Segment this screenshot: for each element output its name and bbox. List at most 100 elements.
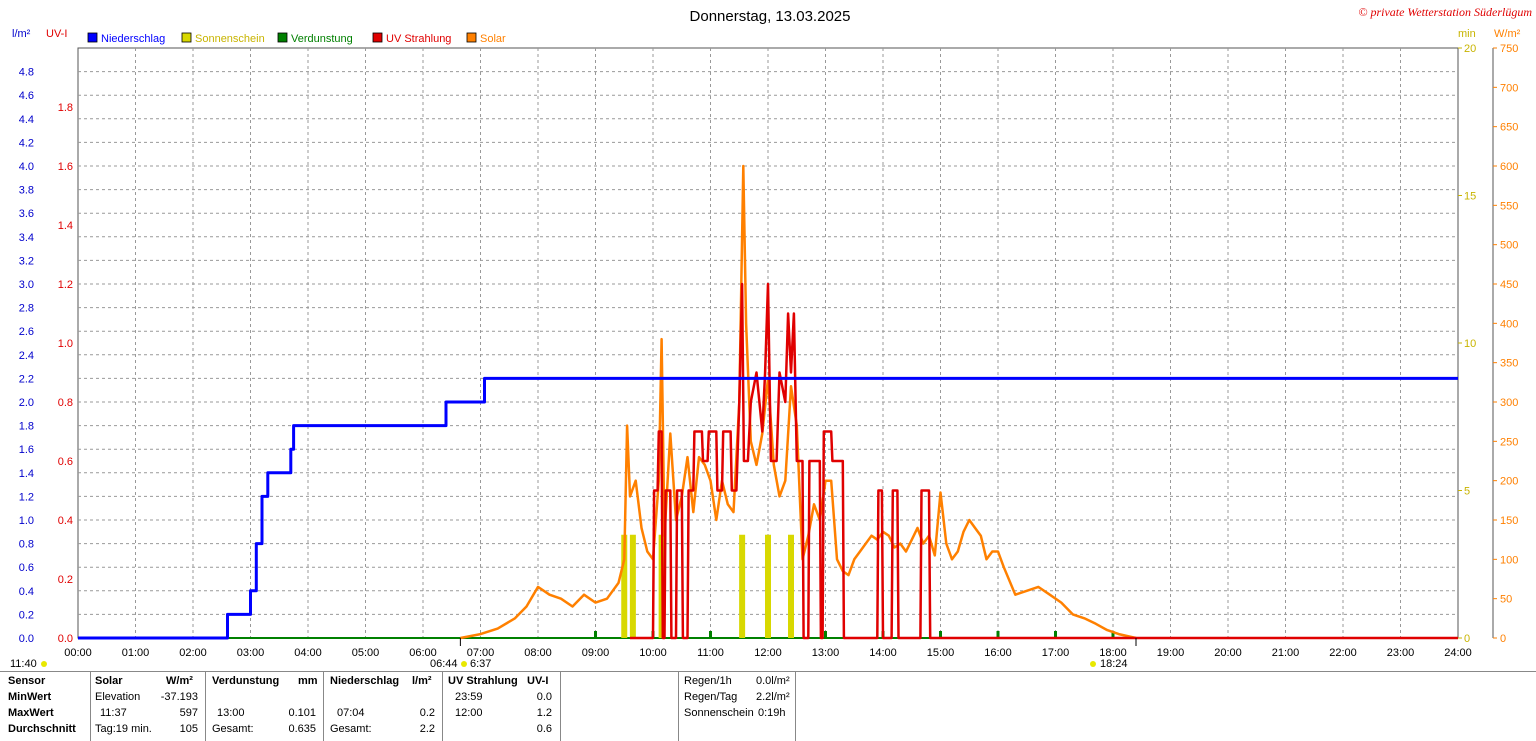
y-tick-solar: 250 bbox=[1500, 436, 1518, 448]
x-tick-label: 01:00 bbox=[122, 647, 150, 659]
y-tick-solar: 150 bbox=[1500, 515, 1518, 527]
axes-layer: 00:00 01:00 02:00 03:00 04:00 05:00 06:00 07:00… bbox=[19, 43, 1519, 659]
solar-avg-label: Tag:19 min. bbox=[95, 723, 152, 735]
y-tick-niederschlag: 0.6 bbox=[19, 562, 34, 574]
regen-1h-label: Regen/1h bbox=[684, 675, 732, 687]
y-tick-min: 5 bbox=[1464, 486, 1470, 498]
y-tick-solar: 350 bbox=[1500, 358, 1518, 370]
x-tick-label: 04:00 bbox=[294, 647, 322, 659]
y-tick-niederschlag: 3.8 bbox=[19, 185, 34, 197]
y-tick-solar: 300 bbox=[1500, 397, 1518, 409]
y-tick-min: 0 bbox=[1464, 633, 1470, 645]
verdunstung-mark bbox=[709, 631, 712, 638]
verdunstung-mark bbox=[824, 631, 827, 638]
y-tick-niederschlag: 2.0 bbox=[19, 397, 34, 409]
niederschlag-max-value: 0.2 bbox=[419, 707, 435, 719]
y-tick-min: 10 bbox=[1464, 338, 1476, 350]
legend-swatch bbox=[277, 32, 288, 43]
y-tick-niederschlag: 1.2 bbox=[19, 491, 34, 503]
y-tick-uv: 0.0 bbox=[58, 633, 73, 645]
sonnenschein-value: 0:19h bbox=[758, 707, 786, 719]
x-tick-label: 11:00 bbox=[697, 647, 724, 659]
legend-swatch bbox=[466, 32, 477, 43]
x-tick-label: 22:00 bbox=[1329, 647, 1357, 659]
verdunstung-max-time: 13:00 bbox=[217, 707, 245, 719]
y-tick-min: 15 bbox=[1464, 191, 1476, 203]
y-tick-uv: 0.4 bbox=[58, 515, 73, 527]
y-tick-solar: 550 bbox=[1500, 200, 1518, 212]
y-tick-uv: 0.8 bbox=[58, 397, 73, 409]
sonnenschein-bar bbox=[621, 534, 628, 638]
x-tick-label: 12:00 bbox=[754, 647, 782, 659]
legend-label: Sonnenschein bbox=[195, 33, 265, 45]
y-tick-min: 20 bbox=[1464, 43, 1476, 55]
x-tick-label: 05:00 bbox=[352, 647, 380, 659]
verdunstung-mark bbox=[996, 631, 1000, 638]
legend: Niederschlag Sonnenschein Verdunstung UV St… bbox=[87, 32, 506, 45]
verdunstung-avg-label: Gesamt: bbox=[212, 723, 254, 735]
verdunstung-mark bbox=[1054, 631, 1057, 638]
x-tick-label: 07:00 bbox=[467, 647, 495, 659]
y-tick-niederschlag: 0.0 bbox=[19, 633, 34, 645]
y-tick-niederschlag: 2.8 bbox=[19, 303, 34, 315]
solar-min-value: -37.193 bbox=[160, 691, 198, 703]
y-tick-solar: 700 bbox=[1500, 82, 1518, 94]
solar-min-label: Elevation bbox=[95, 691, 141, 703]
solar-avg-value: 105 bbox=[179, 723, 198, 735]
uv-max-time: 12:00 bbox=[455, 707, 483, 719]
niederschlag-header: Niederschlag bbox=[330, 675, 400, 687]
x-tick-label: 18:00 bbox=[1099, 647, 1127, 659]
series-layer bbox=[78, 164, 1458, 640]
y-tick-niederschlag: 2.4 bbox=[19, 350, 34, 362]
left-time-marker: 11:40 bbox=[10, 658, 37, 670]
verdunstung-mark bbox=[939, 631, 942, 638]
sonnenschein-bar bbox=[765, 534, 771, 638]
y-tick-niederschlag: 4.4 bbox=[19, 114, 34, 126]
x-tick-label: 14:00 bbox=[869, 647, 897, 659]
y-tick-niederschlag: 4.2 bbox=[19, 137, 34, 149]
x-tick-label: 03:00 bbox=[237, 647, 265, 659]
x-tick-label: 16:00 bbox=[984, 647, 1012, 659]
legend-label: Solar bbox=[480, 33, 506, 45]
x-tick-label: 08:00 bbox=[524, 647, 552, 659]
y-tick-niederschlag: 2.2 bbox=[19, 373, 34, 385]
legend-swatch bbox=[372, 32, 383, 43]
niederschlag-avg-value: 2.2 bbox=[419, 723, 435, 735]
y-tick-solar: 50 bbox=[1500, 594, 1512, 606]
solar-unit: W/m² bbox=[166, 675, 193, 687]
uv-unit: UV-I bbox=[527, 675, 549, 687]
table-divider bbox=[323, 672, 324, 741]
regen-tag-label: Regen/Tag bbox=[684, 691, 738, 703]
legend-swatch bbox=[181, 32, 192, 43]
x-tick-label: 15:00 bbox=[927, 647, 955, 659]
y-tick-solar: 450 bbox=[1500, 279, 1518, 291]
x-tick-label: 21:00 bbox=[1272, 647, 1300, 659]
y-tick-solar: 0 bbox=[1500, 633, 1506, 645]
unit-right-solar: W/m² bbox=[1494, 28, 1521, 40]
x-tick-label: 13:00 bbox=[812, 647, 840, 659]
table-divider bbox=[678, 672, 679, 741]
y-tick-uv: 1.6 bbox=[58, 161, 73, 173]
y-tick-niederschlag: 3.6 bbox=[19, 208, 34, 220]
uv-max-value: 1.2 bbox=[536, 707, 552, 719]
x-tick-label: 06:00 bbox=[409, 647, 437, 659]
y-tick-niederschlag: 4.0 bbox=[19, 161, 34, 173]
sun-icon bbox=[41, 661, 47, 667]
y-tick-niederschlag: 0.8 bbox=[19, 539, 34, 551]
x-tick-label: 19:00 bbox=[1157, 647, 1185, 659]
regen-tag-value: 2.2l/m² bbox=[756, 691, 790, 703]
sun-icon bbox=[461, 661, 467, 667]
sonnenschein-bar bbox=[629, 534, 636, 638]
legend-label: UV Strahlung bbox=[386, 33, 451, 45]
sonnenschein-bar bbox=[739, 534, 746, 638]
x-tick-label: 10:00 bbox=[639, 647, 667, 659]
unit-right-min: min bbox=[1458, 28, 1476, 40]
table-divider bbox=[560, 672, 561, 741]
solar-header: Solar bbox=[95, 675, 123, 687]
copyright-note: © private Wetterstation Süderlügum bbox=[1358, 5, 1532, 19]
y-tick-niederschlag: 4.8 bbox=[19, 67, 34, 79]
y-tick-solar: 100 bbox=[1500, 554, 1518, 566]
table-divider bbox=[442, 672, 443, 741]
x-tick-label: 17:00 bbox=[1042, 647, 1070, 659]
y-tick-solar: 400 bbox=[1500, 318, 1518, 330]
